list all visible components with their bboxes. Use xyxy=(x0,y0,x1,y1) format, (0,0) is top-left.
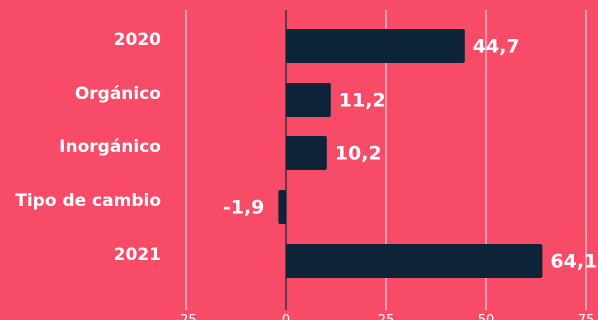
bar xyxy=(286,83,331,117)
data-label: 44,7 xyxy=(473,36,520,58)
x-tick-labels: -25 0 25 50 75 xyxy=(175,313,594,320)
data-label: 64,1 xyxy=(550,251,597,273)
bar xyxy=(286,136,327,170)
x-tick-label: -25 xyxy=(175,313,196,320)
category-label: Tipo de cambio xyxy=(15,191,161,211)
data-label: -1,9 xyxy=(223,197,265,219)
x-tick-label: 25 xyxy=(378,313,395,320)
category-label: 2020 xyxy=(114,30,161,50)
data-label: 11,2 xyxy=(339,90,386,112)
data-label: 10,2 xyxy=(335,143,382,165)
category-label: Orgánico xyxy=(75,84,161,104)
x-tick-label: 75 xyxy=(578,313,595,320)
category-label: Inorgánico xyxy=(59,137,161,157)
x-tick-label: 0 xyxy=(282,313,290,320)
bar xyxy=(278,190,286,224)
value-labels: 44,7 11,2 10,2 -1,9 64,1 xyxy=(223,36,597,273)
category-labels: 2020 Orgánico Inorgánico Tipo de cambio 2021 xyxy=(15,30,161,265)
bar xyxy=(286,244,543,278)
bar xyxy=(286,29,465,63)
bars xyxy=(278,29,543,278)
category-label: 2021 xyxy=(114,245,161,265)
x-tick-label: 50 xyxy=(478,313,495,320)
